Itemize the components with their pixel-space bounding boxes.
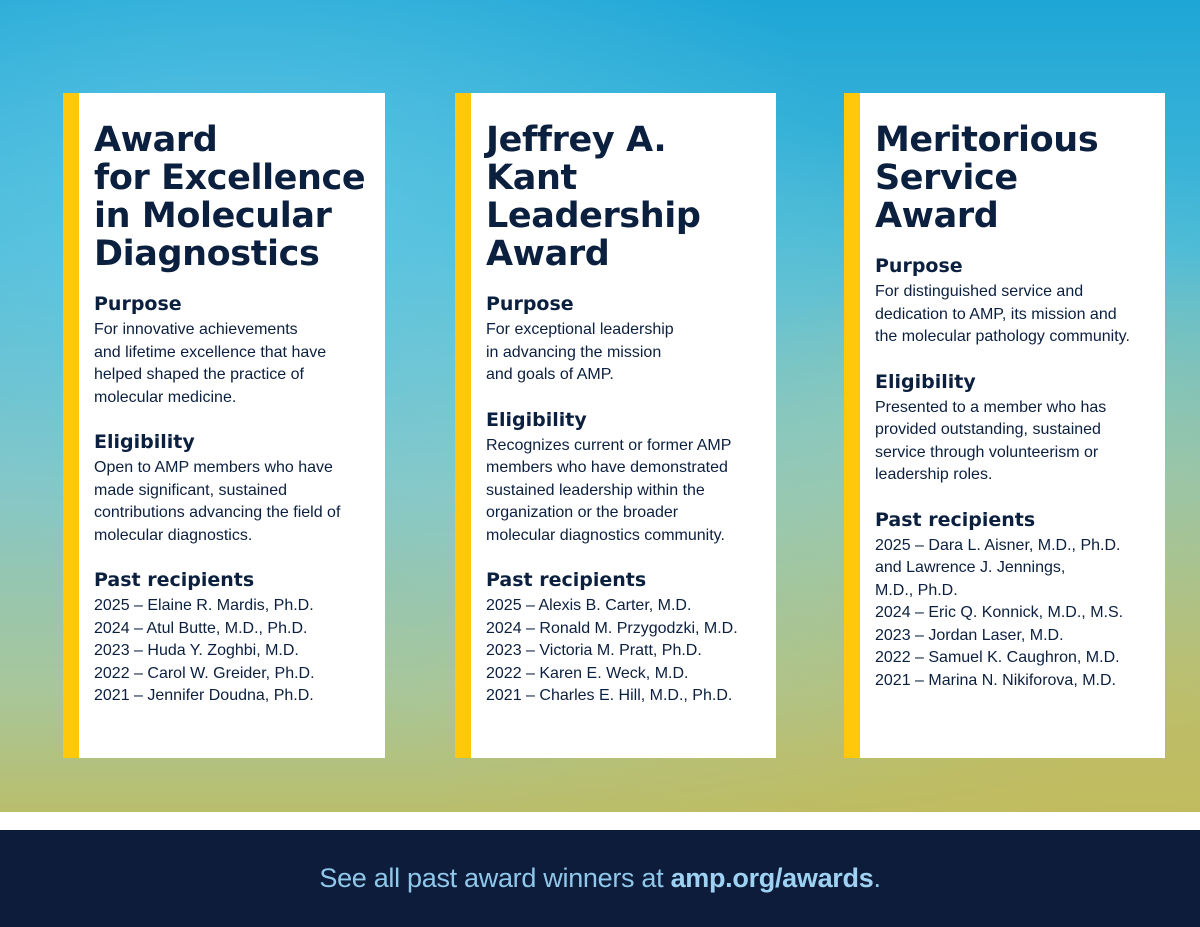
recipients-list: 2025 – Elaine R. Mardis, Ph.D. 2024 – At… (94, 595, 369, 708)
card-title: Jeffrey A. Kant Leadership Award (486, 120, 701, 274)
purpose-text: For exceptional leadership in advancing … (486, 321, 674, 383)
divider (0, 812, 1200, 830)
list-item: 2025 – Elaine R. Mardis, Ph.D. (94, 597, 314, 614)
list-item: 2022 – Carol W. Greider, Ph.D. (94, 664, 315, 682)
awards-link[interactable]: amp.org/awards (670, 863, 874, 893)
purpose-text: For distinguished service and dedication… (875, 283, 1130, 345)
eligibility-text: Presented to a member who has provided o… (875, 398, 1107, 484)
purpose-heading: Purpose (94, 293, 182, 315)
purpose-heading: Purpose (875, 255, 963, 277)
card-title: Award for Excellence in Molecular Diagno… (94, 120, 366, 274)
eligibility-text: Recognizes current or former AMP members… (486, 436, 732, 544)
purpose-heading: Purpose (486, 293, 574, 315)
list-item: 2024 – Atul Butte, M.D., Ph.D. (94, 619, 308, 637)
recipients-heading: Past recipients (875, 508, 1036, 531)
footer-period: . (873, 863, 881, 893)
recipients-heading: Past recipients (486, 569, 647, 591)
eligibility-heading: Eligibility (94, 431, 195, 453)
recipients-heading: Past recipients (94, 569, 255, 591)
list-item: 2021 – Charles E. Hill, M.D., Ph.D. (486, 687, 733, 704)
list-item: 2021 – Jennifer Doudna, Ph.D. (94, 687, 314, 704)
list-item: 2025 – Alexis B. Carter, M.D. (486, 597, 692, 614)
list-item: 2021 – Marina N. Nikiforova, M.D. (875, 671, 1116, 689)
list-item: 2025 – Dara L. Aisner, M.D., Ph.D. and L… (875, 536, 1121, 599)
footer-text: See all past award winners at (319, 863, 671, 893)
award-card-excellence: Award for Excellence in Molecular Diagno… (63, 93, 385, 758)
list-item: 2023 – Jordan Laser, M.D. (875, 626, 1064, 644)
list-item: 2022 – Karen E. Weck, M.D. (486, 664, 689, 682)
footer-banner: See all past award winners at amp.org/aw… (0, 830, 1200, 927)
recipients-list: 2025 – Alexis B. Carter, M.D. 2024 – Ron… (486, 595, 760, 708)
eligibility-heading: Eligibility (486, 408, 587, 431)
eligibility-heading: Eligibility (875, 370, 976, 393)
list-item: 2022 – Samuel K. Caughron, M.D. (875, 649, 1120, 666)
list-item: 2024 – Ronald M. Przygodzki, M.D. (486, 619, 738, 637)
list-item: 2024 – Eric Q. Konnick, M.D., M.S. (875, 604, 1124, 621)
award-card-leadership: Jeffrey A. Kant Leadership Award Purpose… (455, 93, 776, 758)
purpose-text: For innovative achievements and lifetime… (94, 321, 327, 406)
recipients-list: 2025 – Dara L. Aisner, M.D., Ph.D. and L… (875, 535, 1149, 693)
list-item: 2023 – Huda Y. Zoghbi, M.D. (94, 642, 299, 659)
award-card-meritorious: Meritorious Service Award Purpose For di… (844, 93, 1165, 758)
eligibility-text: Open to AMP members who have made signif… (94, 459, 341, 544)
list-item: 2023 – Victoria M. Pratt, Ph.D. (486, 642, 702, 659)
card-title: Meritorious Service Award (875, 120, 1099, 236)
